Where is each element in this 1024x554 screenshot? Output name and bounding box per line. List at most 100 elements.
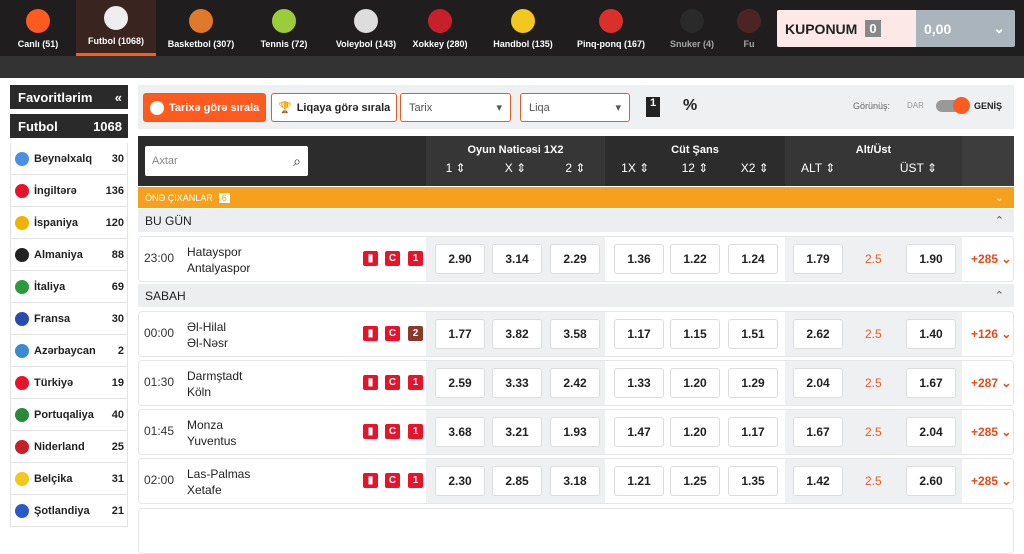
sidebar-item[interactable]: Azərbaycan 2 [10, 335, 128, 367]
sport-tab[interactable]: Snuker (4) [658, 0, 726, 56]
sort-2[interactable]: 2 ⇕ [565, 161, 586, 175]
match-row[interactable]: 00:00 Əl-Hilal Əl-Nəsr ▮ C 2 1.77 3.82 3.58 1… [138, 311, 1014, 357]
odd-button[interactable]: 1.35 [728, 466, 778, 496]
sort-1[interactable]: 1 ⇕ [445, 161, 466, 175]
match-row[interactable]: 02:00 Las-Palmas Xetafe ▮ C 1 2.30 2.85 3.18… [138, 458, 1014, 504]
sport-tab[interactable]: Handbol (135) [484, 0, 562, 56]
match-row[interactable]: 01:30 Darmştadt Köln ▮ C 1 2.59 3.33 2.42 1.3… [138, 360, 1014, 406]
sort-12[interactable]: 12 ⇕ [681, 161, 709, 175]
favorites-header[interactable]: Favoritlərim « [10, 85, 128, 109]
more-markets-button[interactable]: +126 ⌄ [971, 327, 1012, 341]
odd-button[interactable]: 1.22 [670, 244, 720, 274]
sport-tab[interactable]: Canlı (51) [4, 0, 72, 56]
odd-button[interactable]: 2.42 [550, 368, 600, 398]
view-narrow[interactable]: DAR [907, 101, 924, 110]
sport-tab[interactable]: Voleybol (143) [330, 0, 402, 56]
search-icon[interactable]: ⌕ [293, 152, 301, 169]
odd-button[interactable]: 1.15 [670, 319, 720, 349]
odd-button[interactable]: 1.33 [614, 368, 664, 398]
league-select[interactable]: Liqa ▾ [520, 93, 630, 122]
odd-button[interactable]: 2.04 [793, 368, 843, 398]
odd-button[interactable]: 3.21 [492, 417, 542, 447]
match-row[interactable]: 23:00 Hatayspor Antalyaspor ▮ C 1 2.90 3.14… [138, 236, 1014, 282]
more-markets-button[interactable]: +285 ⌄ [971, 474, 1012, 488]
odd-button[interactable]: 2.04 [906, 417, 956, 447]
sport-tab[interactable]: Pinq-ponq (167) [565, 0, 657, 56]
live-c-icon[interactable]: C [385, 375, 400, 390]
sort-by-date-button[interactable]: Tarixə görə sırala [143, 93, 267, 122]
sport-tab[interactable]: Xokkey (280) [402, 0, 478, 56]
sidebar-item[interactable]: İngiltərə 136 [10, 175, 128, 207]
more-markets-button[interactable]: +287 ⌄ [971, 376, 1012, 390]
odd-button[interactable]: 2.29 [550, 244, 600, 274]
stats-icon[interactable]: ▮ [363, 251, 378, 266]
search-input[interactable]: Axtar ⌕ [145, 146, 308, 176]
sidebar-item[interactable]: Portuqaliya 40 [10, 399, 128, 431]
chevron-up-icon[interactable]: ⌃ [994, 215, 1004, 227]
odd-button[interactable]: 1.20 [670, 368, 720, 398]
live-c-icon[interactable]: C [385, 424, 400, 439]
stats-icon[interactable]: ▮ [363, 424, 378, 439]
stats-icon[interactable]: ▮ [363, 473, 378, 488]
sport-tab[interactable]: Basketbol (307) [157, 0, 245, 56]
sidebar-item[interactable]: İspaniya 120 [10, 207, 128, 239]
mms-button[interactable]: 1 [646, 97, 660, 117]
odd-button[interactable]: 3.82 [492, 319, 542, 349]
sidebar-item[interactable]: Şotlandiya 21 [10, 495, 128, 527]
stats-icon[interactable]: ▮ [363, 375, 378, 390]
more-markets-button[interactable]: +285 ⌄ [971, 252, 1012, 266]
sidebar-item[interactable]: Fransa 30 [10, 303, 128, 335]
odd-button[interactable]: 1.93 [550, 417, 600, 447]
sort-alt[interactable]: ALT ⇕ [801, 161, 836, 175]
percent-button[interactable]: % [683, 97, 698, 114]
chevron-up-icon[interactable]: ⌃ [994, 290, 1004, 302]
odd-button[interactable]: 1.67 [793, 417, 843, 447]
sport-tab[interactable]: Tennis (72) [245, 0, 323, 56]
odd-button[interactable]: 2.60 [906, 466, 956, 496]
live-c-icon[interactable]: C [385, 326, 400, 341]
sidebar-item[interactable]: İtaliya 69 [10, 271, 128, 303]
day-header[interactable]: SABAH ⌃ [138, 284, 1014, 307]
sort-1x[interactable]: 1X ⇕ [621, 161, 650, 175]
odd-button[interactable]: 1.40 [906, 319, 956, 349]
coupon-button[interactable]: KUPONUM 0 0,00 ⌄ [777, 10, 1015, 47]
day-header[interactable]: BU GÜN ⌃ [138, 209, 1014, 232]
odd-button[interactable]: 3.18 [550, 466, 600, 496]
odd-button[interactable]: 2.90 [435, 244, 485, 274]
collapse-icon[interactable]: « [114, 89, 122, 105]
odd-button[interactable]: 3.14 [492, 244, 542, 274]
sidebar-item[interactable]: Türkiyə 19 [10, 367, 128, 399]
live-c-icon[interactable]: C [385, 473, 400, 488]
odd-button[interactable]: 1.36 [614, 244, 664, 274]
sort-by-league-button[interactable]: 🏆 Liqaya görə sırala [271, 93, 398, 122]
sidebar-item[interactable]: Almaniya 88 [10, 239, 128, 271]
odd-button[interactable]: 1.25 [670, 466, 720, 496]
more-markets-button[interactable]: +285 ⌄ [971, 425, 1012, 439]
sidebar-item[interactable]: Belçika 31 [10, 463, 128, 495]
date-select[interactable]: Tarix ▾ [400, 93, 511, 122]
view-toggle[interactable] [936, 97, 970, 114]
odd-button[interactable]: 3.33 [492, 368, 542, 398]
sport-header[interactable]: Futbol 1068 [10, 114, 128, 138]
odd-button[interactable]: 1.42 [793, 466, 843, 496]
odd-button[interactable]: 2.59 [435, 368, 485, 398]
odd-button[interactable]: 1.17 [614, 319, 664, 349]
sort-ust[interactable]: ÜST ⇕ [899, 161, 937, 175]
odd-button[interactable]: 3.68 [435, 417, 485, 447]
match-row[interactable]: 01:45 Monza Yuventus ▮ C 1 3.68 3.21 1.93 1.4… [138, 409, 1014, 455]
stats-icon[interactable]: ▮ [363, 326, 378, 341]
featured-bar[interactable]: ÖNƏ ÇIXANLAR 6 ⌄ [138, 187, 1014, 208]
odd-button[interactable]: 1.24 [728, 244, 778, 274]
odd-button[interactable]: 3.58 [550, 319, 600, 349]
sidebar-item[interactable]: Niderland 25 [10, 431, 128, 463]
live-c-icon[interactable]: C [385, 251, 400, 266]
odd-button[interactable]: 1.90 [906, 244, 956, 274]
sort-x2[interactable]: X2 ⇕ [740, 161, 769, 175]
sidebar-item[interactable]: Beynəlxalq 30 [10, 143, 128, 175]
odd-button[interactable]: 2.30 [435, 466, 485, 496]
odd-button[interactable]: 1.47 [614, 417, 664, 447]
odd-button[interactable]: 1.79 [793, 244, 843, 274]
odd-button[interactable]: 1.67 [906, 368, 956, 398]
odd-button[interactable]: 1.29 [728, 368, 778, 398]
sport-tab[interactable]: Fu [737, 0, 761, 56]
